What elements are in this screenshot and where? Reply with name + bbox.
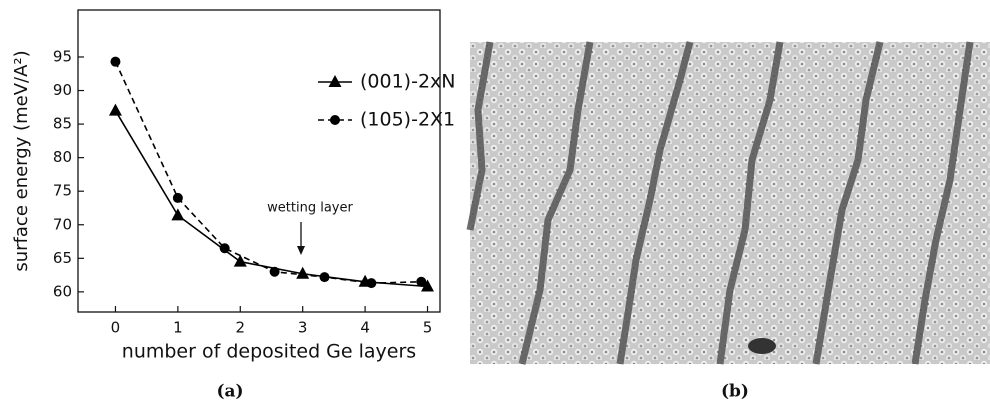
series-line (114, 61, 422, 284)
point-marker (269, 266, 280, 277)
point-marker (219, 243, 230, 254)
x-tick-label: 0 (111, 319, 121, 337)
point-marker (172, 192, 183, 203)
plot-frame (77, 9, 441, 313)
point-marker (319, 272, 330, 283)
legend-label: (105)-2X1 (360, 109, 455, 131)
y-tick-label: 75 (53, 182, 72, 200)
caption: (b) (721, 382, 749, 402)
legend-marker (328, 75, 342, 87)
y-tick-label: 90 (53, 81, 72, 99)
x-tick-label: 3 (298, 319, 308, 337)
point-marker (171, 208, 185, 221)
x-tick-label: 1 (173, 319, 183, 337)
caption: (a) (216, 382, 243, 402)
x-tick-label: 4 (360, 319, 370, 337)
series-line (114, 110, 428, 288)
y-tick-label: 85 (53, 115, 72, 133)
point-marker (110, 56, 121, 67)
point-marker (233, 254, 247, 267)
x-axis-label: number of deposited Ge layers (122, 341, 416, 363)
annotation: wetting layer (267, 201, 353, 216)
step-edges (466, 41, 974, 365)
y-axis-label: surface energy (meV/A²) (11, 50, 32, 271)
x-tick-label: 2 (236, 319, 246, 337)
point-marker (366, 278, 377, 289)
legend-label: (001)-2xN (360, 71, 456, 93)
stm-image (466, 41, 990, 365)
stm-defect (748, 338, 776, 354)
legend-marker (330, 115, 340, 125)
point-marker (416, 276, 427, 287)
point-marker (421, 279, 435, 292)
y-tick-label: 65 (53, 249, 72, 267)
point-marker (108, 103, 122, 116)
y-tick-label: 95 (53, 47, 72, 65)
y-tick-label: 60 (53, 282, 72, 300)
y-tick-label: 80 (53, 148, 72, 166)
y-tick-label: 70 (53, 215, 72, 233)
annotation-arrowhead (297, 246, 305, 255)
x-tick-label: 5 (423, 319, 433, 337)
